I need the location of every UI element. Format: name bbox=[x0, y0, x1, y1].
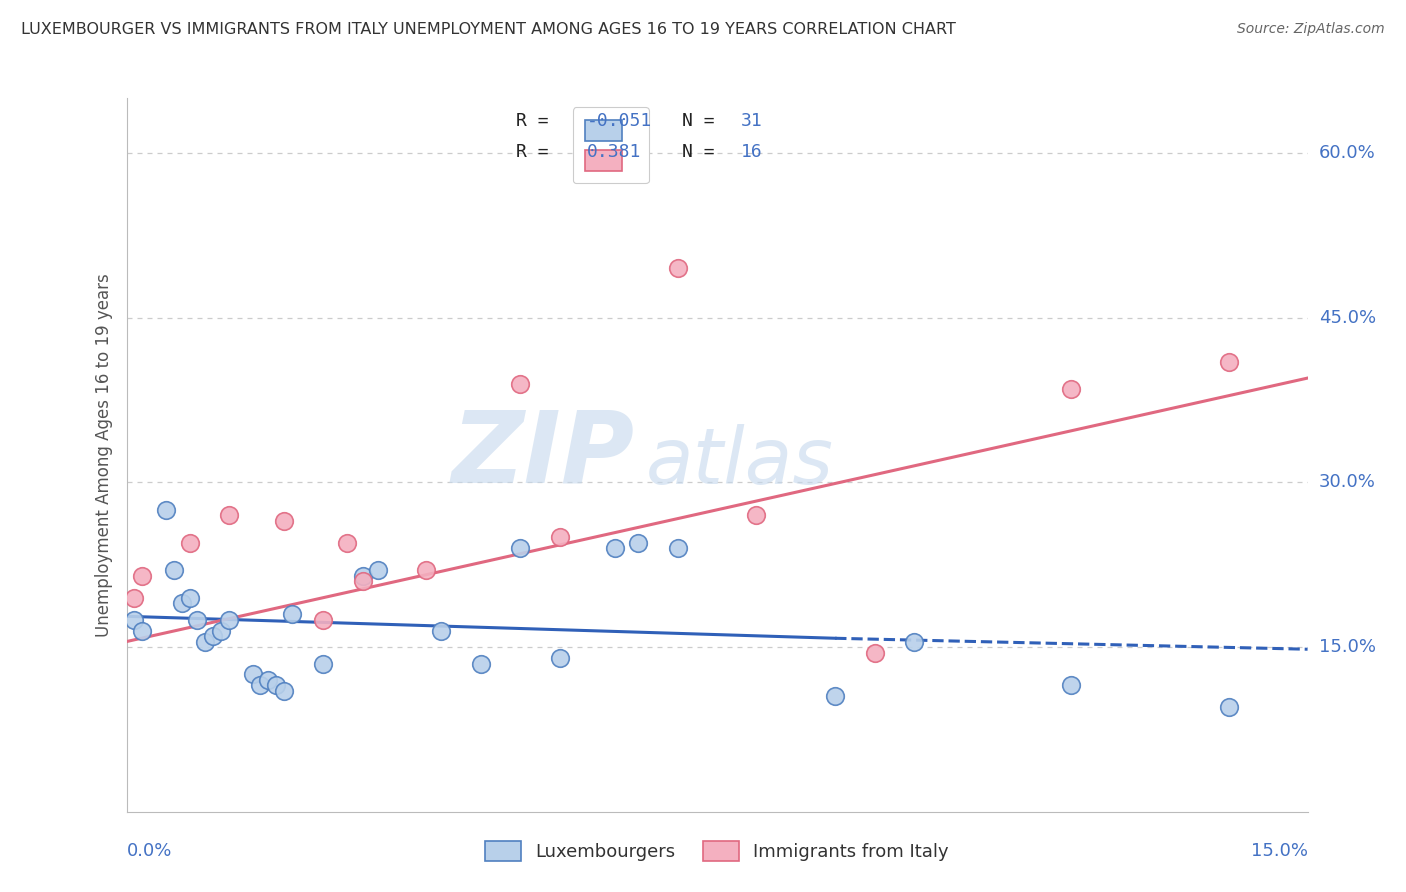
Point bbox=[273, 684, 295, 698]
Point bbox=[257, 673, 280, 687]
Legend: Luxembourgers, Immigrants from Italy: Luxembourgers, Immigrants from Italy bbox=[472, 828, 962, 874]
Text: 0.0%: 0.0% bbox=[127, 842, 172, 860]
Point bbox=[470, 657, 492, 671]
Point bbox=[281, 607, 304, 621]
Text: ZIP: ZIP bbox=[451, 407, 634, 503]
Text: atlas: atlas bbox=[647, 424, 834, 500]
Text: 60.0%: 60.0% bbox=[1319, 144, 1375, 162]
Point bbox=[242, 667, 264, 681]
Point bbox=[186, 613, 208, 627]
Text: LUXEMBOURGER VS IMMIGRANTS FROM ITALY UNEMPLOYMENT AMONG AGES 16 TO 19 YEARS COR: LUXEMBOURGER VS IMMIGRANTS FROM ITALY UN… bbox=[21, 22, 956, 37]
Point bbox=[124, 613, 146, 627]
Text: N =: N = bbox=[682, 112, 725, 130]
Text: N =: N = bbox=[682, 144, 725, 161]
Point bbox=[312, 657, 335, 671]
Point bbox=[155, 503, 177, 517]
Text: 45.0%: 45.0% bbox=[1319, 309, 1376, 326]
Point bbox=[415, 563, 437, 577]
Point bbox=[666, 541, 689, 556]
Point bbox=[1060, 678, 1083, 692]
Point bbox=[336, 535, 359, 549]
Point bbox=[430, 624, 453, 638]
Text: 15.0%: 15.0% bbox=[1250, 842, 1308, 860]
Text: 30.0%: 30.0% bbox=[1319, 474, 1375, 491]
Point bbox=[163, 563, 186, 577]
Point bbox=[509, 376, 531, 391]
Point bbox=[548, 651, 571, 665]
Point bbox=[603, 541, 626, 556]
Text: 31: 31 bbox=[741, 112, 762, 130]
Text: 0.381: 0.381 bbox=[588, 144, 641, 161]
Text: R =: R = bbox=[516, 112, 560, 130]
Point bbox=[666, 261, 689, 276]
Point bbox=[627, 535, 650, 549]
Text: Source: ZipAtlas.com: Source: ZipAtlas.com bbox=[1237, 22, 1385, 37]
Point bbox=[745, 508, 768, 523]
Point bbox=[509, 541, 531, 556]
Point bbox=[264, 678, 287, 692]
Point bbox=[903, 634, 925, 648]
Point bbox=[194, 634, 217, 648]
Point bbox=[218, 508, 240, 523]
Text: 15.0%: 15.0% bbox=[1319, 638, 1375, 656]
Y-axis label: Unemployment Among Ages 16 to 19 years: Unemployment Among Ages 16 to 19 years bbox=[94, 273, 112, 637]
Point bbox=[124, 591, 146, 605]
Point bbox=[202, 629, 225, 643]
Point bbox=[179, 535, 201, 549]
Point bbox=[273, 514, 295, 528]
Point bbox=[170, 596, 193, 610]
Point bbox=[131, 624, 153, 638]
Point bbox=[548, 530, 571, 544]
Text: 16: 16 bbox=[741, 144, 762, 161]
Point bbox=[1218, 354, 1240, 368]
Point bbox=[218, 613, 240, 627]
Point bbox=[1060, 382, 1083, 396]
Point bbox=[179, 591, 201, 605]
Point bbox=[863, 646, 886, 660]
Point bbox=[824, 690, 846, 704]
Text: R =: R = bbox=[516, 144, 571, 161]
Point bbox=[249, 678, 271, 692]
Point bbox=[352, 568, 374, 582]
Point bbox=[367, 563, 389, 577]
Point bbox=[131, 568, 153, 582]
Point bbox=[312, 613, 335, 627]
Point bbox=[352, 574, 374, 589]
Text: -0.051: -0.051 bbox=[588, 112, 652, 130]
Point bbox=[209, 624, 232, 638]
Point bbox=[1218, 700, 1240, 714]
